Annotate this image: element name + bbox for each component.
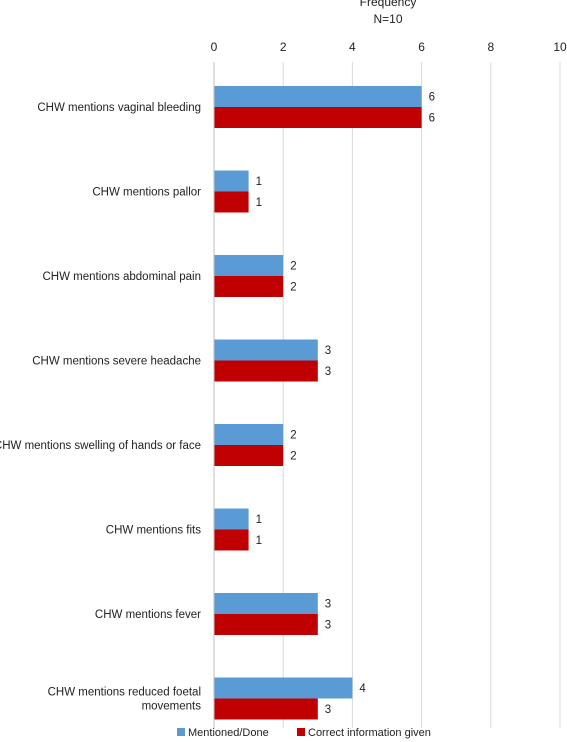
data-label-s0-2: 2 bbox=[290, 261, 296, 273]
bar-s1-3 bbox=[214, 360, 318, 382]
category-label-0: CHW mentions vaginal bleeding bbox=[37, 102, 201, 114]
data-label-s1-2: 2 bbox=[290, 282, 296, 294]
data-label-s0-4: 2 bbox=[290, 430, 296, 442]
category-label-7-0: CHW mentions reduced foetal bbox=[48, 687, 201, 699]
bar-s1-7 bbox=[214, 698, 318, 720]
data-label-s0-5: 1 bbox=[256, 514, 262, 526]
bar-s0-7 bbox=[214, 677, 353, 699]
data-label-s0-6: 3 bbox=[325, 599, 331, 611]
bar-s0-4 bbox=[214, 424, 284, 445]
legend-label-0: Mentioned/Done bbox=[188, 727, 269, 739]
data-label-s1-4: 2 bbox=[290, 451, 296, 463]
data-label-s1-6: 3 bbox=[325, 620, 331, 632]
legend-swatch-1 bbox=[297, 728, 305, 736]
data-label-s0-1: 1 bbox=[256, 176, 262, 188]
bar-s0-1 bbox=[214, 170, 249, 192]
data-label-s0-0: 6 bbox=[429, 92, 435, 104]
bar-s0-6 bbox=[214, 593, 318, 614]
category-label-2: CHW mentions abdominal pain bbox=[42, 271, 201, 283]
category-label-1: CHW mentions pallor bbox=[92, 187, 201, 199]
x-tick-label-10: 10 bbox=[553, 40, 567, 54]
data-label-s1-7: 3 bbox=[325, 704, 331, 716]
category-label-6: CHW mentions fever bbox=[95, 609, 201, 621]
data-label-s1-1: 1 bbox=[256, 197, 262, 209]
chart-title-line-1: Frequency bbox=[359, 0, 417, 9]
x-tick-label-8: 8 bbox=[487, 40, 494, 54]
bar-s0-5 bbox=[214, 508, 249, 530]
bar-s1-5 bbox=[214, 529, 249, 551]
bar-s1-2 bbox=[214, 276, 284, 297]
category-label-5: CHW mentions fits bbox=[106, 525, 201, 537]
data-label-s1-3: 3 bbox=[325, 366, 331, 378]
data-label-s0-3: 3 bbox=[325, 345, 331, 357]
x-tick-label-4: 4 bbox=[349, 40, 356, 54]
bar-s1-6 bbox=[214, 614, 318, 635]
legend-swatch-0 bbox=[177, 728, 185, 736]
legend-label-1: Correct information given bbox=[308, 727, 431, 739]
x-tick-label-6: 6 bbox=[418, 40, 425, 54]
bar-s0-2 bbox=[214, 255, 284, 276]
bar-s0-3 bbox=[214, 339, 318, 361]
category-label-7-1: movements bbox=[142, 701, 202, 713]
chart-title-line-2: N=10 bbox=[373, 12, 403, 26]
category-label-4: CHW mentions swelling of hands or face bbox=[0, 440, 201, 452]
x-tick-label-2: 2 bbox=[280, 40, 287, 54]
bar-s1-1 bbox=[214, 191, 249, 213]
data-label-s0-7: 4 bbox=[359, 683, 366, 695]
x-tick-label-0: 0 bbox=[211, 40, 218, 54]
category-label-3: CHW mentions severe headache bbox=[32, 356, 201, 368]
bar-s1-0 bbox=[214, 107, 422, 128]
data-label-s1-0: 6 bbox=[429, 113, 435, 125]
bar-s0-0 bbox=[214, 86, 422, 107]
data-label-s1-5: 1 bbox=[256, 535, 262, 547]
bar-s1-4 bbox=[214, 445, 284, 466]
